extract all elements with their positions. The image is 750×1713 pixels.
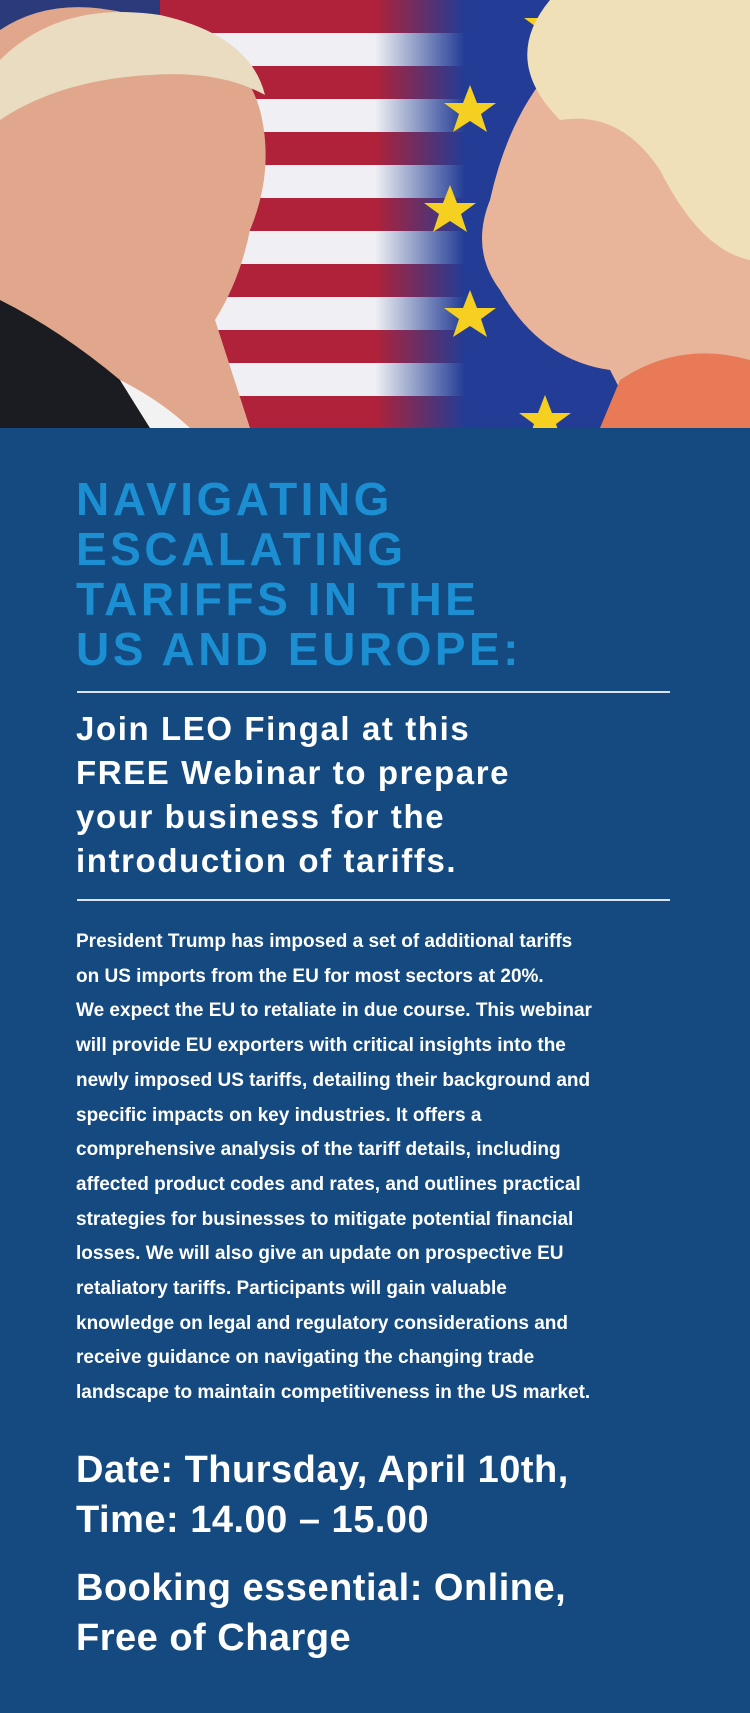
hero-illustration [0, 0, 750, 428]
booking-line: Free of Charge [76, 1616, 352, 1659]
event-details: NAVIGATING ESCALATING TARIFFS IN THE US … [76, 428, 676, 1663]
description-line: receive guidance on navigating the chang… [76, 1347, 535, 1369]
subtitle-line: FREE Webinar to prepare [76, 754, 511, 791]
description-line: affected product codes and rates, and ou… [76, 1173, 581, 1195]
date-time: Date: Thursday, April 10th, Time: 14.00 … [76, 1445, 676, 1545]
time-line: Time: 14.00 – 15.00 [76, 1498, 430, 1541]
title-line: US AND EUROPE: [76, 623, 522, 675]
description-line: newly imposed US tariffs, detailing thei… [76, 1069, 591, 1091]
title-line: TARIFFS IN THE [76, 573, 480, 625]
subtitle: Join LEO Fingal at this FREE Webinar to … [76, 707, 676, 883]
booking-info: Booking essential: Online, Free of Charg… [76, 1563, 676, 1663]
title-line: ESCALATING [76, 523, 407, 575]
description-line: on US imports from the EU for most secto… [76, 965, 544, 987]
divider [77, 691, 670, 693]
description-line: landscape to maintain competitiveness in… [76, 1382, 591, 1404]
description-line: retaliatory tariffs. Participants will g… [76, 1278, 507, 1300]
subtitle-line: introduction of tariffs. [76, 842, 458, 879]
description-line: President Trump has imposed a set of add… [76, 931, 573, 952]
description-line: strategies for businesses to mitigate po… [76, 1208, 574, 1230]
description-line: losses. We will also give an update on p… [76, 1243, 564, 1265]
right-portrait [482, 0, 750, 428]
subtitle-line: Join LEO Fingal at this [76, 710, 471, 747]
booking-line: Booking essential: Online, [76, 1566, 567, 1609]
left-portrait [0, 7, 266, 428]
divider [77, 899, 670, 901]
description: President Trump has imposed a set of add… [76, 925, 676, 1411]
subtitle-line: your business for the [76, 798, 446, 835]
date-line: Date: Thursday, April 10th, [76, 1448, 569, 1491]
hero-photo [0, 0, 750, 428]
description-line: knowledge on legal and regulatory consid… [76, 1312, 568, 1334]
description-line: specific impacts on key industries. It o… [76, 1104, 482, 1126]
description-line: We expect the EU to retaliate in due cou… [76, 1000, 592, 1022]
description-line: will provide EU exporters with critical … [76, 1035, 566, 1057]
description-line: comprehensive analysis of the tariff det… [76, 1139, 561, 1161]
title-line: NAVIGATING [76, 473, 393, 525]
page-title: NAVIGATING ESCALATING TARIFFS IN THE US … [76, 474, 676, 674]
